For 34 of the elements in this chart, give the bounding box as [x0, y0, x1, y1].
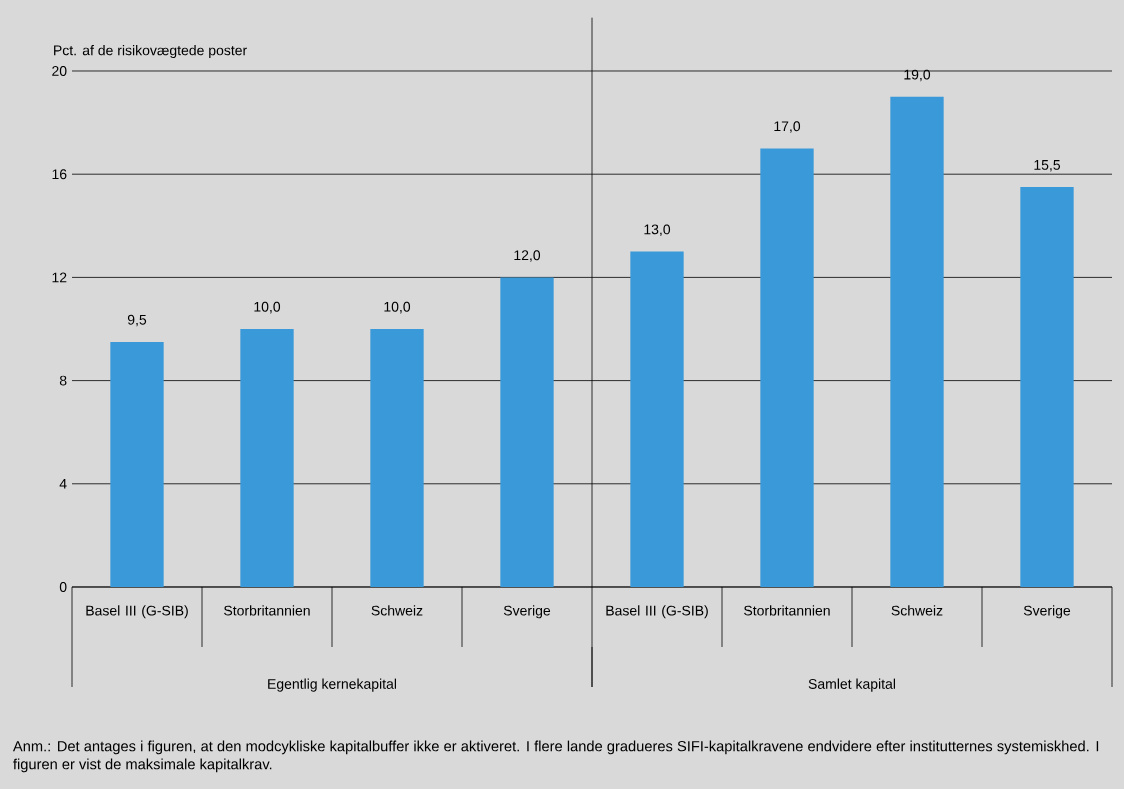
data-label: 9,5: [127, 314, 147, 327]
data-label: 15,5: [1034, 160, 1061, 172]
x-tick-label: Sverige: [1023, 605, 1071, 619]
x-tick-label: Basel III (G-SIB): [606, 605, 708, 619]
y-axis-title: Pct. af de risikovægtede poster: [54, 45, 247, 59]
data-label: 10,0: [254, 301, 281, 314]
bar: [500, 277, 554, 587]
text: Anm.: Det antages i figuren, at den modcykliske kapitalbuffer ikke er aktiveret. I flere lande gradueres SIFI-kapitalkravene endvidere efter institutternes systemiskhed. I figuren er vist de maksimale kapitalkrav.: [12, 740, 1099, 773]
x-tick-label: Basel III (G-SIB): [86, 605, 188, 619]
data-label: 17,0: [774, 121, 801, 133]
y-tick-label: 4: [59, 478, 67, 489]
x-tick-label: Schweiz: [891, 605, 943, 616]
data-label: 12,0: [514, 250, 541, 262]
bar: [110, 341, 164, 587]
text: Samlet kapital: [808, 678, 896, 692]
x-tick-label: Schweiz: [371, 605, 423, 616]
bar: [370, 328, 424, 587]
y-tick-label: 20: [52, 66, 67, 76]
bar: [890, 96, 944, 587]
bar: [1020, 187, 1074, 587]
data-label: 19,0: [904, 69, 931, 82]
data-label: 10,0: [384, 301, 411, 314]
data-label: 13,0: [644, 224, 671, 236]
x-tick-label: Sverige: [503, 605, 551, 619]
bar: [240, 328, 294, 587]
y-tick-label: 0: [59, 582, 67, 592]
y-tick-label: 8: [59, 375, 67, 386]
bar: [630, 251, 684, 587]
x-tick-label: Storbritannien: [744, 605, 830, 616]
y-tick-label: 16: [52, 169, 67, 180]
x-tick-label: Storbritannien: [224, 605, 310, 616]
bar: [760, 148, 814, 587]
text: Egentlig kernekapital: [268, 678, 397, 692]
y-tick-label: 12: [52, 272, 67, 283]
